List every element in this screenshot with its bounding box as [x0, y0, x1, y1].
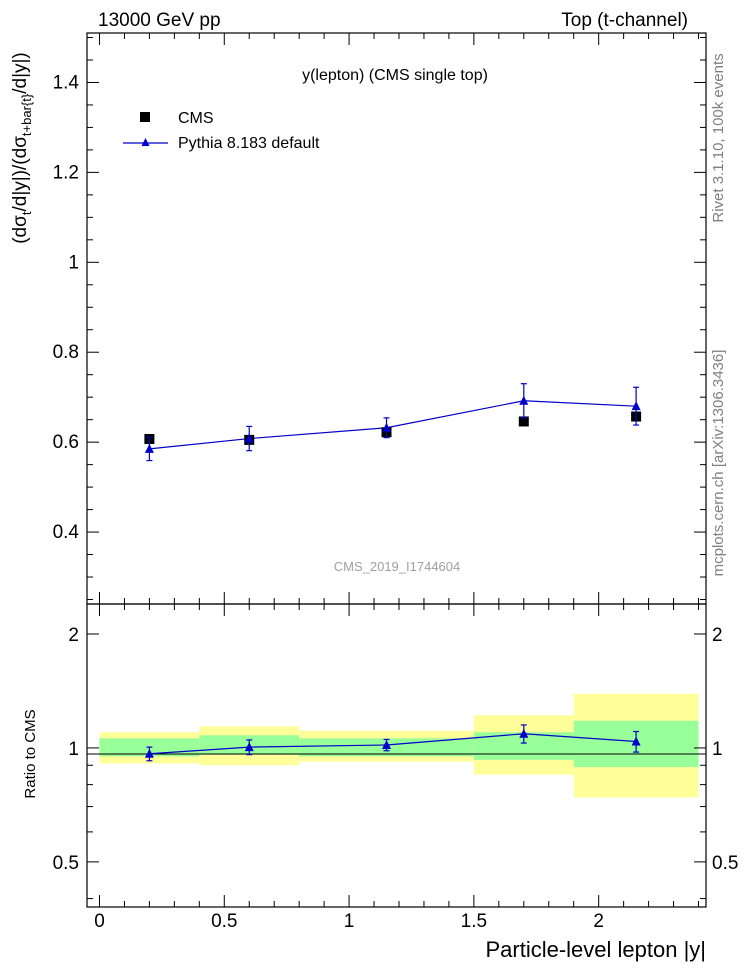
ratio-point	[631, 736, 641, 746]
main-y-tick-label: 1	[68, 252, 79, 273]
ratio-y-axis-label: Ratio to CMS	[22, 709, 39, 798]
ratio-y-tick-label: 0.5	[53, 853, 79, 874]
ratio-point	[244, 742, 254, 752]
legend-label-cms: CMS	[178, 110, 214, 127]
legend-label-pythia: Pythia 8.183 default	[178, 135, 320, 152]
ratio-y-tick-label-right: 0.5	[712, 853, 738, 874]
ratio-data-layer	[144, 724, 641, 762]
x-axis-label: Particle-level lepton |y|	[485, 937, 706, 962]
legend-marker-cms	[140, 112, 150, 122]
legend: CMS Pythia 8.183 default	[123, 110, 320, 152]
ratio-y-tick-labels: 0.5 0.5 1 1 2 2	[53, 625, 739, 874]
x-tick-label: 2	[593, 911, 604, 932]
ratio-point	[144, 748, 154, 758]
main-y-tick-label: 1.2	[53, 162, 79, 183]
main-y-tick-label: 0.4	[53, 522, 80, 543]
x-tick-label: 1	[344, 911, 355, 932]
ratio-y-tick-label: 2	[68, 625, 79, 646]
header-left: 13000 GeV pp	[98, 10, 221, 31]
ratio-point	[382, 739, 392, 749]
ratio-frame	[86, 603, 707, 908]
pythia-point	[382, 422, 392, 432]
mcplots-label: mcplots.cern.ch [arXiv:1306.3436]	[710, 350, 727, 577]
pythia-line	[149, 400, 637, 450]
main-y-axis-label: (dσt/d|y|)/(dσt+bar{t}/d|y|)	[10, 52, 34, 244]
x-tick-label: 0.5	[211, 911, 237, 932]
cms-point	[518, 416, 529, 427]
main-y-tick-labels: 0.4 0.6 0.8 1 1.2 1.4	[53, 72, 80, 543]
main-y-tick-label: 0.6	[53, 432, 79, 453]
ratio-y-tick-label-right: 1	[712, 739, 723, 760]
ratio-point	[519, 728, 529, 738]
ratio-y-tick-label: 1	[68, 739, 79, 760]
main-axis-ticks	[87, 33, 706, 604]
pythia-point	[144, 443, 154, 453]
pythia-point	[519, 395, 529, 405]
main-y-tick-label: 0.8	[53, 342, 79, 363]
x-tick-label: 1.5	[461, 911, 487, 932]
rivet-label: Rivet 3.1.10, 100k events	[710, 53, 727, 222]
watermark: CMS_2019_I1744604	[334, 559, 461, 574]
main-data-layer	[144, 383, 642, 462]
ratio-axis-ticks	[87, 604, 706, 907]
ratio-panel: 0.5 0.5 1 1 2 2 0 0.5 1 1.5 2 Ratio to CMS Partic…	[22, 603, 739, 962]
ratio-y-tick-label-right: 2	[712, 625, 723, 646]
x-tick-label: 0	[94, 911, 105, 932]
ratio-bands	[99, 693, 699, 798]
ratio-x-tick-labels: 0 0.5 1 1.5 2	[94, 911, 604, 932]
main-panel: 0.4 0.6 0.8 1 1.2 1.4 y(lepton) (CMS single t…	[10, 32, 707, 605]
pythia-point	[631, 401, 641, 411]
header-right: Top (t-channel)	[561, 10, 688, 31]
pythia-point	[244, 433, 254, 443]
legend-marker-pythia	[141, 138, 150, 146]
main-title: y(lepton) (CMS single top)	[302, 67, 488, 84]
main-y-tick-label: 1.4	[53, 72, 80, 93]
